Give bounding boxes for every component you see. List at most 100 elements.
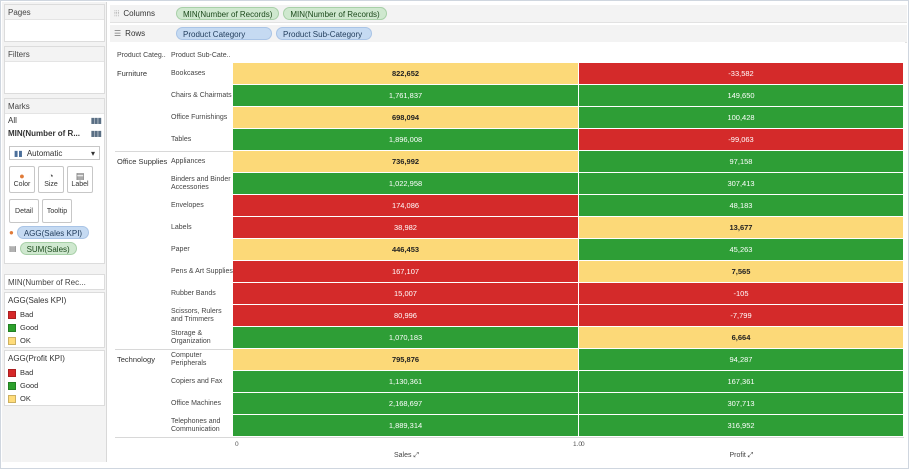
profit-axis-title[interactable]: Profit ⤢ <box>729 452 754 459</box>
profit-cell[interactable]: -105 <box>579 283 904 305</box>
sales-cell[interactable]: 15,007 <box>233 283 579 305</box>
profit-cell[interactable]: 48,183 <box>579 195 904 217</box>
sales-cell[interactable]: 698,094 <box>233 107 579 129</box>
profit-cell[interactable]: 167,361 <box>579 371 904 393</box>
rows-label: Rows <box>125 29 146 38</box>
profit-cell[interactable]: 7,565 <box>579 261 904 283</box>
sales-cell[interactable]: 174,086 <box>233 195 579 217</box>
profit-cell[interactable]: 100,428 <box>579 107 904 129</box>
subcategory-label[interactable]: Telephones and Communication <box>171 418 221 433</box>
marks-field-sum-sales[interactable]: ▤ SUM(Sales) <box>9 242 100 255</box>
rows-shelf[interactable]: ☰ Rows Product Category Product Sub-Cate… <box>110 25 907 43</box>
subcategory-label[interactable]: Scissors, Rulers and Trimmers <box>171 308 222 323</box>
bad-swatch <box>8 368 16 377</box>
profit-cell[interactable]: -7,799 <box>579 305 904 327</box>
profit-cell[interactable]: 13,677 <box>579 217 904 239</box>
sum-sales-pill[interactable]: SUM(Sales) <box>19 242 77 255</box>
profit-cell[interactable]: 45,263 <box>579 239 904 261</box>
measure-card[interactable]: MIN(Number of Rec... <box>4 274 105 290</box>
sales-cell[interactable]: 38,982 <box>233 217 579 239</box>
detail-button[interactable]: Detail <box>9 199 39 223</box>
columns-pill-1[interactable]: MIN(Number of Records) <box>176 7 280 20</box>
subcategory-label[interactable]: Labels <box>171 224 192 231</box>
sales-cell[interactable]: 1,889,314 <box>233 415 579 437</box>
sales-cell[interactable]: 736,992 <box>233 151 579 173</box>
measure-card-title: MIN(Number of Rec... <box>5 275 104 289</box>
profit-cell[interactable]: 307,413 <box>579 173 904 195</box>
size-button[interactable]: ◔ Size <box>38 166 64 193</box>
subcategory-label[interactable]: Chairs & Chairmats <box>171 92 232 99</box>
legend-item[interactable]: Bad <box>5 308 104 321</box>
subcategory-label[interactable]: Rubber Bands <box>171 290 216 297</box>
subcategory-label[interactable]: Envelopes <box>171 202 204 209</box>
axis-tick-mid: 1.0 <box>573 441 583 448</box>
header-subcategory[interactable]: Product Sub-Cate.. <box>171 52 231 59</box>
sales-cell[interactable]: 1,130,361 <box>233 371 579 393</box>
subcategory-label[interactable]: Tables <box>171 136 192 143</box>
filters-title: Filters <box>5 47 104 62</box>
color-icon: ● <box>19 171 25 181</box>
sales-cell[interactable]: 446,453 <box>233 239 579 261</box>
columns-shelf[interactable]: ⦙⦙⦙ Columns MIN(Number of Records) MIN(N… <box>110 5 907 23</box>
sales-cell[interactable]: 2,168,697 <box>233 393 579 415</box>
subcategory-label[interactable]: Copiers and Fax <box>171 378 223 385</box>
legend-item[interactable]: OK <box>5 334 104 347</box>
pages-card[interactable]: Pages <box>4 4 105 42</box>
sales-cell[interactable]: 80,996 <box>233 305 579 327</box>
legend-item-label: Good <box>20 323 39 332</box>
category-divider <box>115 151 233 152</box>
profit-cell[interactable]: 6,664 <box>579 327 904 349</box>
profit-cell[interactable]: 316,952 <box>579 415 904 437</box>
subcategory-label[interactable]: Pens & Art Supplies <box>171 268 233 275</box>
sales-cell[interactable]: 822,652 <box>233 63 579 85</box>
sales-cell[interactable]: 1,022,958 <box>233 173 579 195</box>
sales-kpi-pill[interactable]: AGG(Sales KPI) <box>16 226 90 239</box>
rows-pill-category[interactable]: Product Category <box>176 27 272 40</box>
bar-chart-icon: ▮▮▮ <box>90 129 102 138</box>
legend-item[interactable]: Bad <box>5 366 104 379</box>
sales-cell[interactable]: 1,761,837 <box>233 85 579 107</box>
good-swatch <box>8 323 16 332</box>
subcategory-label[interactable]: Bookcases <box>171 70 206 77</box>
size-button-label: Size <box>44 181 58 188</box>
sales-axis-title[interactable]: Sales ⤢ <box>394 452 420 459</box>
marks-field-sales-kpi[interactable]: ● AGG(Sales KPI) <box>9 226 100 239</box>
marks-card: Marks All ▮▮▮ MIN(Number of R... ▮▮▮ ▮▮ A… <box>4 98 105 264</box>
color-button[interactable]: ● Color <box>9 166 35 193</box>
subcategory-label[interactable]: Computer Peripherals <box>171 352 207 367</box>
columns-label: Columns <box>123 9 155 18</box>
profit-cell[interactable]: 307,713 <box>579 393 904 415</box>
marks-all-row[interactable]: All ▮▮▮ <box>5 114 104 127</box>
profit-cell[interactable]: 94,287 <box>579 349 904 371</box>
legend-item-label: Bad <box>20 310 34 319</box>
filters-card[interactable]: Filters <box>4 46 105 94</box>
marks-measure-label: MIN(Number of R... <box>8 129 80 138</box>
subcategory-label[interactable]: Paper <box>171 246 190 253</box>
subcategory-label[interactable]: Storage & Organization <box>171 330 211 345</box>
profit-cell[interactable]: -33,582 <box>579 63 904 85</box>
category-label[interactable]: Technology <box>117 355 155 364</box>
sales-cell[interactable]: 1,896,008 <box>233 129 579 151</box>
mark-type-dropdown[interactable]: ▮▮ Automatic ▾ <box>9 146 100 160</box>
legend-item[interactable]: OK <box>5 392 104 405</box>
header-category[interactable]: Product Categ.. <box>117 52 166 59</box>
profit-cell[interactable]: 149,650 <box>579 85 904 107</box>
tooltip-button[interactable]: Tooltip <box>42 199 72 223</box>
category-label[interactable]: Office Supplies <box>117 157 168 166</box>
sales-cell[interactable]: 167,107 <box>233 261 579 283</box>
category-label[interactable]: Furniture <box>117 69 148 78</box>
sales-cell[interactable]: 1,070,183 <box>233 327 579 349</box>
legend-item[interactable]: Good <box>5 321 104 334</box>
columns-pill-2[interactable]: MIN(Number of Records) <box>283 7 387 20</box>
subcategory-label[interactable]: Office Machines <box>171 400 222 407</box>
subcategory-label[interactable]: Office Furnishings <box>171 114 228 121</box>
rows-pill-subcategory[interactable]: Product Sub-Category <box>276 27 372 40</box>
label-button[interactable]: ▤ Label <box>67 166 93 193</box>
profit-cell[interactable]: -99,063 <box>579 129 904 151</box>
sales-cell[interactable]: 795,876 <box>233 349 579 371</box>
subcategory-label[interactable]: Binders and Binder Accessories <box>171 176 231 191</box>
profit-cell[interactable]: 97,158 <box>579 151 904 173</box>
subcategory-label[interactable]: Appliances <box>171 158 206 165</box>
legend-item[interactable]: Good <box>5 379 104 392</box>
marks-measure-row[interactable]: MIN(Number of R... ▮▮▮ <box>5 127 104 140</box>
